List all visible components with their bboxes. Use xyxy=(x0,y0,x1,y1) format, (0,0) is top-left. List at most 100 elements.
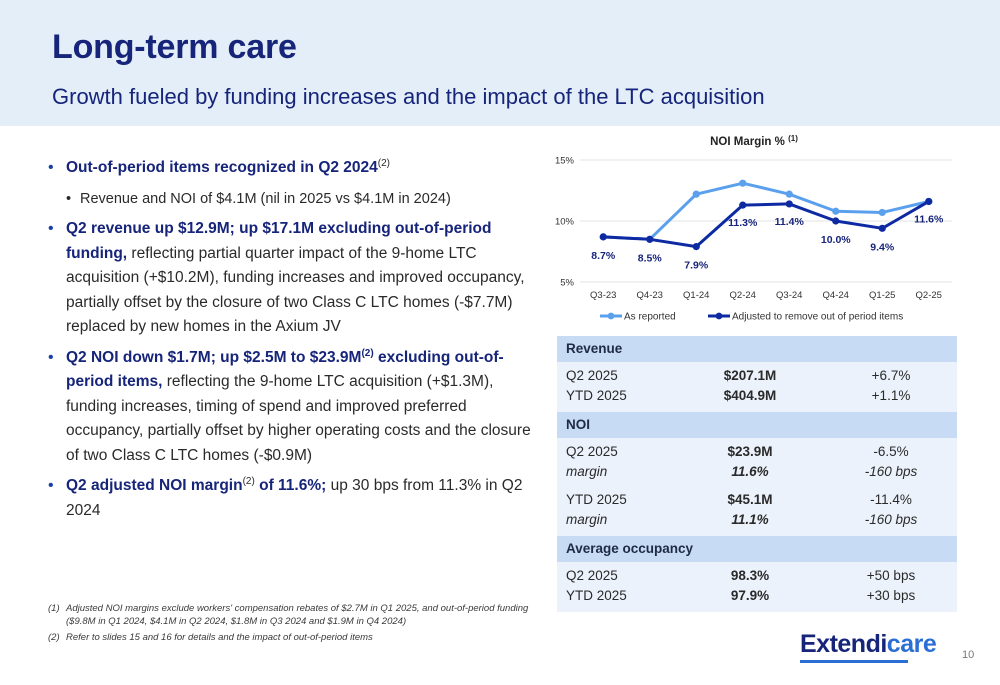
section-revenue: Revenue xyxy=(557,336,957,362)
row-value: $45.1M xyxy=(727,492,773,507)
series-point-2 xyxy=(692,243,700,251)
x-tick-label: Q4-24 xyxy=(823,290,849,301)
footnotes: (1) Adjusted NOI margins exclude workers… xyxy=(48,602,548,647)
row-label: Q2 2025 xyxy=(566,444,618,459)
bullet-heading: Q2 revenue up $12.9M; up $17.1M excludin… xyxy=(66,220,492,262)
bullet-heading-cont: of 11.6%; xyxy=(254,477,327,494)
chart-canvas: NOI Margin % (1) 15% 10% 5% Q3-23 Q4-23 Q1-24 Q… xyxy=(555,134,952,323)
row-label: YTD 2025 xyxy=(566,492,627,507)
series-line-1 xyxy=(603,181,930,241)
y-tick-label: 10% xyxy=(555,217,575,228)
row-change: +1.1% xyxy=(871,388,911,403)
row-value: $23.9M xyxy=(727,444,773,459)
row-label: YTD 2025 xyxy=(566,588,627,603)
series-point-1 xyxy=(785,190,793,198)
footnote-2: (2) Refer to slides 15 and 16 for detail… xyxy=(48,631,548,644)
page-title: Long-term care xyxy=(52,28,297,66)
x-tick-label: Q1-24 xyxy=(683,290,709,301)
table-row: YTD 2025 $404.9M +1.1% xyxy=(557,386,957,406)
series-point-2 xyxy=(739,201,747,209)
data-label: 11.4% xyxy=(775,216,805,228)
legend-label-1: As reported xyxy=(624,312,676,323)
table-row: YTD 2025 $45.1M -11.4% xyxy=(557,490,957,510)
row-change: +50 bps xyxy=(866,568,916,583)
row-gap xyxy=(557,482,957,490)
section-noi: NOI xyxy=(557,412,957,438)
noi-margin-chart: NOI Margin % (1) 15% 10% 5% Q3-23 Q4-23 Q1-24 Q… xyxy=(548,128,960,330)
table-row: margin 11.6% -160 bps xyxy=(557,462,957,482)
bullet-text: reflecting the 9-home LTC acquisition (+… xyxy=(66,373,531,464)
x-tick-label: Q3-24 xyxy=(776,290,802,301)
logo-underline xyxy=(800,660,908,663)
data-label: 9.4% xyxy=(870,241,895,253)
header-band: Long-term care Growth fueled by funding … xyxy=(0,0,1000,126)
page-subtitle: Growth fueled by funding increases and t… xyxy=(52,84,765,109)
row-label: YTD 2025 xyxy=(566,388,627,403)
row-label: Q2 2025 xyxy=(566,568,618,583)
series-point-2 xyxy=(646,235,654,243)
series-point-2 xyxy=(925,197,933,206)
row-change: +6.7% xyxy=(871,368,911,383)
group-occupancy: Q2 2025 98.3% +50 bps YTD 2025 97.9% +30… xyxy=(557,562,957,612)
data-label: 11.3% xyxy=(728,217,758,229)
footnote-ref: (2) xyxy=(242,475,255,487)
row-value: 97.9% xyxy=(730,588,770,603)
row-label: Q2 2025 xyxy=(566,368,618,383)
table-row: YTD 2025 97.9% +30 bps xyxy=(557,586,957,606)
row-value: 11.1% xyxy=(731,512,769,527)
page-number: 10 xyxy=(962,649,975,661)
chart-title: NOI Margin % (1) xyxy=(710,134,798,148)
y-tick-label: 5% xyxy=(560,278,574,289)
footnote-text: Refer to slides 15 and 16 for details an… xyxy=(66,632,373,643)
metrics-table: Revenue Q2 2025 $207.1M +6.7% YTD 2025 $… xyxy=(557,336,957,612)
row-value: 98.3% xyxy=(730,568,770,583)
x-tick-label: Q4-23 xyxy=(637,290,663,301)
legend-label-2: Adjusted to remove out of period items xyxy=(732,312,903,323)
section-occupancy: Average occupancy xyxy=(557,536,957,562)
row-change: +30 bps xyxy=(866,588,916,603)
series-point-2 xyxy=(785,200,793,208)
extendicare-logo: Extendicare xyxy=(800,630,937,659)
footnote-text: Adjusted NOI margins exclude workers' co… xyxy=(66,603,529,627)
table-row: Q2 2025 $23.9M -6.5% xyxy=(557,442,957,462)
series-point-1 xyxy=(878,208,886,217)
bullet-heading: Q2 adjusted NOI margin xyxy=(66,477,243,494)
bullet-list: Out-of-period items recognized in Q2 202… xyxy=(44,156,534,529)
data-label: 8.7% xyxy=(591,250,616,262)
x-tick-label: Q1-25 xyxy=(869,290,895,301)
logo-part-2: care xyxy=(886,630,937,658)
bullet-text: up 30 bps from 11.3% in Q2 2024 xyxy=(66,477,523,519)
series-point-1 xyxy=(739,179,747,187)
x-tick-label: Q2-25 xyxy=(916,290,942,301)
x-tick-label: Q3-23 xyxy=(590,290,616,301)
data-label: 11.6% xyxy=(914,213,944,225)
logo-part-1: Extendi xyxy=(800,630,887,658)
series-point-2 xyxy=(599,233,607,241)
bullet-q2-noi: Q2 NOI down $1.7M; up $2.5M to $23.9M(2)… xyxy=(44,346,534,469)
series-point-1 xyxy=(832,207,840,215)
sub-bullet-revenue-noi: Revenue and NOI of $4.1M (nil in 2025 vs… xyxy=(44,187,534,212)
bullet-heading-cont: excluding out-of-period items, xyxy=(66,348,504,391)
group-noi: Q2 2025 $23.9M -6.5% margin 11.6% -160 b… xyxy=(557,438,957,536)
bullet-heading: Q2 NOI down $1.7M; up $2.5M to $23.9M xyxy=(66,348,362,366)
footnote-number: (2) xyxy=(48,632,60,643)
data-label: 10.0% xyxy=(821,234,851,246)
footnote-1: (1) Adjusted NOI margins exclude workers… xyxy=(48,602,548,628)
bullet-out-of-period: Out-of-period items recognized in Q2 202… xyxy=(44,156,534,181)
row-value: 11.6% xyxy=(731,464,769,479)
bullet-q2-revenue: Q2 revenue up $12.9M; up $17.1M excludin… xyxy=(44,217,534,340)
row-change: -11.4% xyxy=(870,492,912,507)
footnote-number: (1) xyxy=(48,603,60,614)
footnote-ref: (2) xyxy=(377,157,391,169)
series-point-1 xyxy=(692,190,700,198)
row-label: margin xyxy=(566,464,608,479)
x-tick-label: Q2-24 xyxy=(730,290,756,301)
row-change: -6.5% xyxy=(873,444,909,459)
row-label: margin xyxy=(566,512,608,527)
table-row: Q2 2025 98.3% +50 bps xyxy=(557,566,957,586)
row-value: $404.9M xyxy=(723,388,777,403)
row-change: -160 bps xyxy=(864,512,918,527)
bullet-heading: Out-of-period items recognized in Q2 202… xyxy=(66,159,378,176)
chart-title-sup: (1) xyxy=(788,134,798,143)
legend-marker-2 xyxy=(715,312,723,320)
